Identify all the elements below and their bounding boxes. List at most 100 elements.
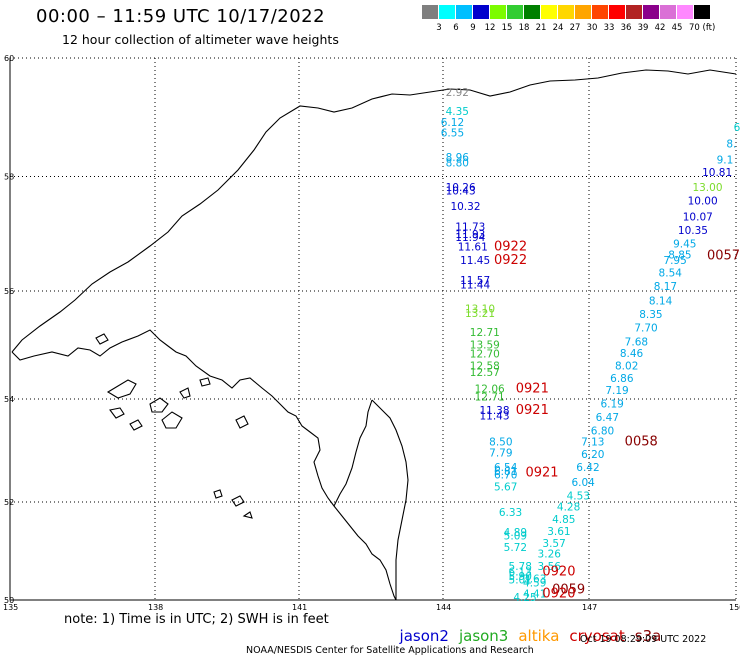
wave-height-label: 8.14 bbox=[649, 296, 673, 308]
color-scale-label: 70 (ft) bbox=[689, 23, 716, 33]
coastline-segment bbox=[235, 415, 249, 429]
color-scale-label: 18 bbox=[518, 23, 530, 33]
wave-height-label: 8.50 bbox=[489, 437, 512, 449]
wave-height-label: 11.43 bbox=[479, 411, 509, 423]
color-scale-swatch bbox=[439, 5, 455, 19]
color-scale-label: 21 bbox=[535, 23, 547, 33]
color-scale-swatch bbox=[677, 5, 693, 19]
coastline-segment bbox=[11, 69, 737, 353]
color-scale-label: 9 bbox=[470, 23, 476, 33]
wave-height-label: 6.42 bbox=[576, 462, 599, 474]
wave-height-label: 12.57 bbox=[470, 367, 500, 379]
wave-height-label: 3.57 bbox=[542, 538, 565, 550]
wave-height-label: 7.79 bbox=[489, 447, 512, 459]
lat-label: 56 bbox=[4, 287, 14, 296]
coastline-segment bbox=[95, 333, 109, 345]
legend-s3a: s3a bbox=[634, 627, 662, 645]
wave-height-label: 7.13 bbox=[581, 437, 604, 449]
wave-height-label: 3.56 bbox=[538, 561, 562, 573]
pass-time-label: 0922 bbox=[494, 253, 527, 268]
color-scale-swatch bbox=[524, 5, 540, 19]
pass-time-label: 0921 bbox=[525, 465, 558, 480]
color-scale-label: 24 bbox=[552, 23, 564, 33]
color-scale-label: 30 bbox=[586, 23, 598, 33]
pass-time-label: 0059 bbox=[552, 582, 585, 597]
color-scale-swatch bbox=[541, 5, 557, 19]
wave-height-label: 6.70 bbox=[494, 470, 517, 482]
wave-height-label: 4.89 bbox=[504, 527, 527, 539]
wave-height-label: 4.28 bbox=[557, 502, 580, 514]
lon-label: 150 bbox=[729, 603, 740, 612]
color-scale-swatch bbox=[456, 5, 472, 19]
wave-height-label: 5.90 bbox=[509, 571, 532, 583]
wave-height-label: 3.61 bbox=[547, 526, 570, 538]
color-scale-swatch bbox=[660, 5, 676, 19]
wave-height-label: 6.47 bbox=[596, 412, 619, 424]
wave-height-label: 6.86 bbox=[610, 373, 634, 385]
wave-height-label: 10.07 bbox=[683, 212, 713, 224]
lon-label: 141 bbox=[292, 603, 307, 612]
legend-cryosat: cryosat bbox=[569, 627, 625, 645]
map-subtitle: 12 hour collection of altimeter wave hei… bbox=[62, 32, 339, 47]
wave-height-label: 4.59 bbox=[523, 577, 546, 589]
coastline-segment bbox=[242, 511, 253, 519]
pass-time-label: 0922 bbox=[494, 239, 527, 254]
wave-height-label: 6.54 bbox=[494, 462, 518, 474]
color-scale-swatch bbox=[422, 5, 438, 19]
wave-height-label: 4.25 bbox=[513, 592, 536, 604]
coastline-segment bbox=[11, 329, 397, 601]
color-scale-label: 3 bbox=[436, 23, 442, 33]
wave-height-label: 11.61 bbox=[458, 241, 488, 253]
color-scale-swatch bbox=[507, 5, 523, 19]
wave-height-label: 5.67 bbox=[494, 482, 517, 494]
lon-label: 144 bbox=[436, 603, 451, 612]
wave-height-label: 11.38 bbox=[479, 405, 509, 417]
color-scale-label: 6 bbox=[453, 23, 459, 33]
wave-height-label: 12.71 bbox=[470, 327, 500, 339]
coastline-segment bbox=[333, 399, 373, 507]
wave-height-label: 5.72 bbox=[504, 542, 527, 554]
wave-height-label: 9.1 bbox=[717, 155, 734, 167]
wave-height-label: 6 bbox=[734, 122, 740, 134]
coastline bbox=[11, 69, 737, 601]
wave-height-label: 10.81 bbox=[702, 167, 732, 179]
coastline-segment bbox=[179, 387, 191, 399]
wave-height-label: 10.26 bbox=[446, 182, 476, 194]
color-scale-label: 33 bbox=[603, 23, 615, 33]
wave-height-label: 12.58 bbox=[470, 361, 500, 373]
coastline-segment bbox=[161, 411, 183, 429]
color-scale-swatch bbox=[643, 5, 659, 19]
pass-time-label: 0057 bbox=[707, 249, 740, 264]
wave-height-label: 11.57 bbox=[460, 275, 490, 287]
color-scale-swatch bbox=[558, 5, 574, 19]
wave-height-label: 13.59 bbox=[470, 340, 500, 352]
lat-label: 50 bbox=[4, 596, 14, 605]
color-scale-label: 45 bbox=[671, 23, 683, 33]
wave-height-label: 6.33 bbox=[499, 507, 522, 519]
wave-height-label: 10.43 bbox=[446, 186, 476, 198]
wave-height-label: 8.46 bbox=[620, 348, 644, 360]
footer-timestamp: Oct 19 08:29:09 UTC 2022 bbox=[580, 634, 707, 645]
wave-height-label: 8.17 bbox=[654, 281, 677, 293]
map-title: 00:00 – 11:59 UTC 10/17/2022 bbox=[36, 6, 326, 27]
wave-height-label: 3.26 bbox=[538, 549, 562, 561]
wave-height-label: 5.01 bbox=[509, 575, 532, 587]
color-scale-swatch bbox=[626, 5, 642, 19]
wave-height-label: 7.19 bbox=[605, 385, 628, 397]
legend-jason3: jason3 bbox=[458, 627, 509, 645]
wave-height-label: 12.71 bbox=[475, 392, 505, 404]
wave-height-label: 3.63 bbox=[523, 574, 546, 586]
coastline-segment bbox=[129, 419, 143, 431]
wave-height-label: 5.78 bbox=[509, 561, 532, 573]
pass-time-label: 0921 bbox=[516, 403, 549, 418]
wave-height-label: 6.80 bbox=[591, 426, 614, 438]
wave-height-label: 8.35 bbox=[639, 309, 662, 321]
coastline-segment bbox=[371, 399, 409, 600]
coastline-segment bbox=[109, 407, 125, 419]
legend-altika: altika bbox=[518, 627, 560, 645]
color-scale-swatch bbox=[575, 5, 591, 19]
wave-height-label: 6.13 bbox=[509, 567, 532, 579]
lat-label: 58 bbox=[4, 173, 14, 182]
